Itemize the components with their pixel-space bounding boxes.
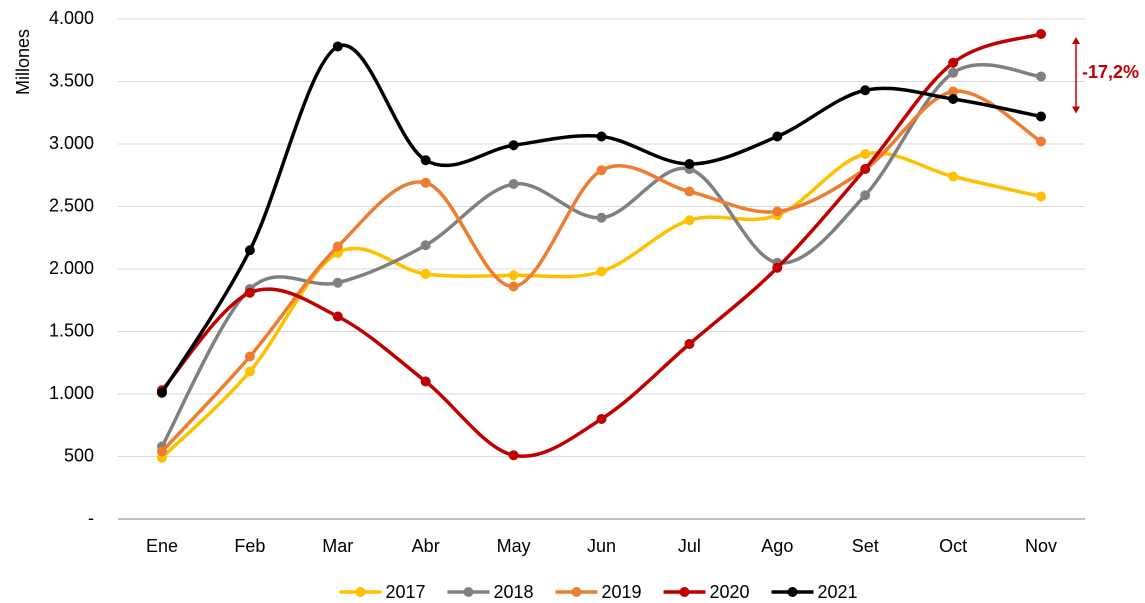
- point-marker: [156, 446, 167, 457]
- x-tick-label: Nov: [1025, 536, 1057, 556]
- y-tick-label: 1.500: [49, 320, 94, 340]
- point-marker: [332, 41, 343, 52]
- legend-marker: [571, 587, 582, 597]
- point-marker: [596, 266, 607, 277]
- point-marker: [948, 67, 959, 78]
- point-marker: [860, 164, 871, 174]
- y-axis-label: Millones: [13, 29, 33, 95]
- legend-marker: [679, 587, 690, 597]
- x-tick-label: Jul: [678, 536, 701, 556]
- arrow-head: [1072, 37, 1081, 44]
- point-marker: [772, 262, 783, 273]
- x-tick-label: Oct: [939, 536, 967, 556]
- point-marker: [420, 376, 431, 387]
- point-marker: [332, 241, 343, 252]
- point-marker: [948, 86, 959, 97]
- y-tick-label: 1.000: [49, 383, 94, 403]
- point-marker: [332, 277, 343, 288]
- point-marker: [156, 387, 167, 398]
- y-tick-label: 4.000: [49, 8, 94, 28]
- x-tick-label: Mar: [322, 536, 353, 556]
- point-marker: [508, 140, 519, 151]
- x-tick-label: May: [497, 536, 531, 556]
- x-tick-label: Ene: [146, 536, 178, 556]
- point-marker: [332, 311, 343, 322]
- point-marker: [948, 171, 959, 182]
- x-tick-label: Feb: [234, 536, 265, 556]
- x-tick-label: Set: [852, 536, 879, 556]
- point-marker: [948, 57, 959, 68]
- point-marker: [596, 131, 607, 142]
- point-marker: [1036, 136, 1047, 147]
- point-marker: [948, 94, 959, 104]
- x-tick-label: Jun: [587, 536, 616, 556]
- point-marker: [244, 351, 255, 362]
- point-marker: [772, 131, 783, 142]
- point-marker: [244, 245, 255, 256]
- x-tick-label: Ago: [761, 536, 793, 556]
- point-marker: [508, 179, 519, 189]
- point-marker: [420, 269, 431, 279]
- series-line: [160, 151, 1042, 459]
- y-tick-label: 500: [64, 445, 94, 465]
- series-line: [160, 89, 1042, 453]
- point-marker: [860, 149, 871, 159]
- x-tick-label: Abr: [412, 536, 440, 556]
- point-marker: [1036, 191, 1047, 202]
- point-marker: [244, 366, 255, 377]
- annotation: -17,2%: [1082, 62, 1139, 82]
- point-marker: [1036, 29, 1047, 39]
- point-marker: [596, 165, 607, 176]
- y-tick-label: 2.500: [49, 195, 94, 215]
- point-marker: [684, 186, 695, 197]
- point-marker: [420, 155, 431, 166]
- point-marker: [860, 190, 871, 201]
- point-marker: [772, 206, 783, 217]
- point-marker: [508, 450, 519, 461]
- legend-marker: [355, 587, 366, 597]
- arrow-head: [1072, 106, 1081, 114]
- point-marker: [596, 212, 607, 223]
- legend-label: 2019: [602, 582, 642, 602]
- point-marker: [1036, 71, 1047, 82]
- point-marker: [684, 159, 695, 169]
- point-marker: [684, 215, 695, 226]
- point-marker: [508, 281, 519, 292]
- point-marker: [1036, 111, 1047, 122]
- legend-marker: [463, 587, 474, 597]
- point-marker: [508, 270, 519, 281]
- point-marker: [596, 414, 607, 424]
- legend-label: 2017: [386, 582, 426, 602]
- y-tick-label: 3.500: [49, 70, 94, 90]
- legend-marker: [787, 587, 798, 597]
- y-tick-label: 3.000: [49, 133, 94, 153]
- point-marker: [420, 240, 431, 251]
- y-tick-label: 2.000: [49, 258, 94, 278]
- point-marker: [244, 287, 255, 298]
- point-marker: [420, 177, 431, 188]
- legend-label: 2021: [818, 582, 858, 602]
- point-marker: [684, 339, 695, 349]
- series-line: [160, 32, 1042, 458]
- point-marker: [860, 85, 871, 96]
- legend-label: 2020: [710, 582, 750, 602]
- legend-label: 2018: [494, 582, 534, 602]
- y-tick-label: -: [88, 508, 94, 528]
